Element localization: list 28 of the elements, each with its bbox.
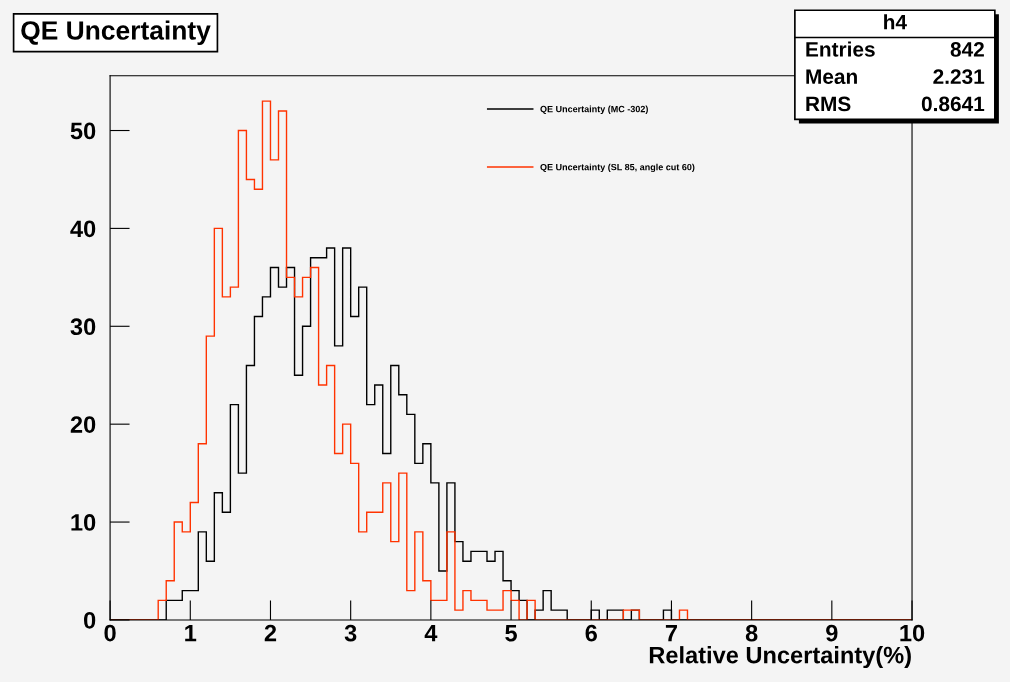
text: 0.8641 (921, 96, 985, 112)
x-tick-label: 3 (344, 624, 357, 642)
x-tick-label: 6 (585, 624, 597, 642)
annotation: Mean (806, 69, 857, 85)
text: 2.231 (933, 69, 985, 85)
chart-title: QE Uncertainty (21, 20, 211, 46)
x-tick-label: 0 (104, 624, 116, 642)
x-axis-title: Relative Uncertainty(%) (649, 646, 911, 669)
y-tick-label: 0 (84, 612, 96, 629)
y-tick-label: 40 (70, 220, 96, 238)
y-tick-label: 50 (70, 122, 96, 140)
x-tick-label: 10 (900, 624, 925, 642)
y-tick-label: 20 (70, 416, 96, 433)
x-tick-label: 7 (665, 624, 677, 642)
x-tick-label: 9 (826, 624, 838, 642)
x-tick-label: 5 (505, 624, 517, 642)
y-tick-label: 10 (71, 514, 96, 531)
x-tick-label: 2 (264, 624, 277, 642)
annotation: RMS (806, 96, 851, 112)
legend-label: QE Uncertainty (MC -302) (540, 105, 648, 115)
x-tick-label: 1 (185, 624, 197, 642)
text: Entries (806, 41, 875, 57)
x-tick-label: 8 (745, 624, 758, 642)
y-tick-label: 30 (70, 318, 96, 336)
text: 842 (950, 41, 984, 57)
legend-label: QE Uncertainty (SL 85, angle cut 60) (540, 163, 695, 173)
x-tick-label: 4 (424, 624, 438, 642)
text: h4 (884, 14, 907, 30)
